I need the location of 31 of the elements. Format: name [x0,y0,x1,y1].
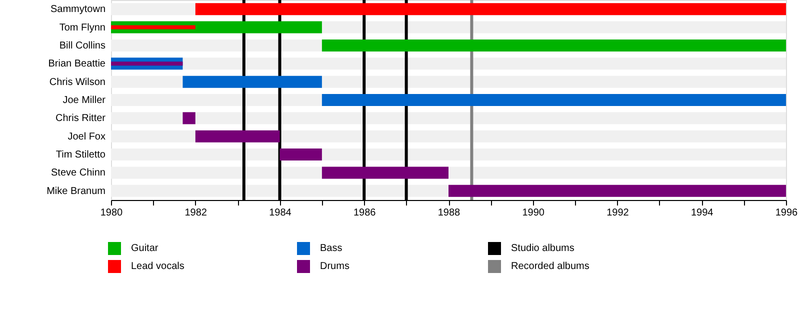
x-tick-label: 1984 [269,208,292,218]
y-tick-label: Tom Flynn [59,22,106,34]
y-tick-label: Joe Miller [62,95,106,106]
legend-label: Bass [320,243,342,254]
legend-label: Guitar [131,243,159,254]
legend-label: Lead vocals [131,261,184,272]
x-tick-label: 1988 [438,208,461,218]
x-tick-label: 1994 [691,208,714,218]
x-tick-label: 1996 [775,208,798,218]
bar [280,148,322,161]
y-tick-label: Steve Chinn [51,168,106,179]
y-tick-label: Sammytown [50,4,106,16]
legend-label: Studio albums [511,243,574,254]
y-tick-label: Chris Ritter [55,113,106,124]
y-tick-label: Brian Beattie [48,58,106,70]
x-tick-label: 1992 [606,208,630,218]
y-tick-label: Bill Collins [59,40,106,52]
bar [195,130,280,142]
y-tick-label: Chris Wilson [49,76,106,88]
legend-label: Recorded albums [511,261,590,272]
x-tick-label: 1982 [184,208,208,218]
x-tick-label: 1990 [522,208,545,218]
y-tick-label: Tim Stiletto [56,150,106,161]
x-tick-label: 1986 [354,208,376,218]
bar [182,76,322,88]
x-tick-label: 1980 [100,208,124,218]
bar [182,112,196,124]
y-tick-label: Mike Branum [46,186,106,197]
bar [322,166,448,179]
y-tick-label: Joel Fox [68,131,106,142]
legend-label: Drums [320,261,350,272]
